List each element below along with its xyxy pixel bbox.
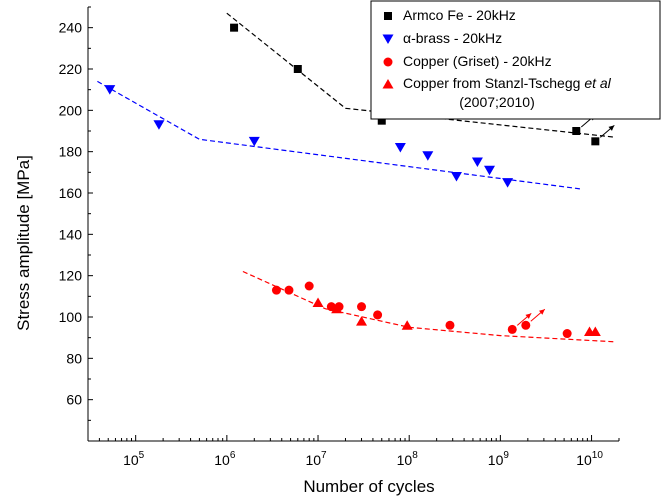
runout-arrowhead	[538, 309, 545, 315]
y-tick-label: 180	[59, 144, 83, 160]
data-point	[230, 23, 239, 32]
x-tick-label: 107	[305, 450, 327, 468]
legend-item: α-brass - 20kHz	[382, 30, 502, 46]
series-1	[97, 80, 581, 190]
y-tick-label: 200	[59, 102, 83, 118]
data-point	[357, 302, 367, 312]
data-point	[562, 329, 572, 339]
trend-line	[226, 12, 615, 138]
series-2	[271, 281, 572, 339]
data-point	[373, 310, 383, 320]
legend-item: Copper (Griset) - 20kHz	[383, 53, 552, 69]
legend-item: Armco Fe - 20kHz	[384, 7, 516, 23]
y-tick-label: 60	[66, 392, 82, 408]
data-point	[271, 285, 281, 295]
data-point	[326, 302, 336, 312]
data-point	[153, 120, 165, 130]
y-tick-label: 140	[59, 226, 83, 242]
data-point	[248, 136, 260, 147]
x-tick-label: 108	[397, 450, 419, 468]
data-point	[445, 320, 455, 330]
legend-label: (2007;2010)	[459, 94, 535, 110]
data-point	[572, 127, 581, 135]
legend-label: Armco Fe - 20kHz	[403, 7, 516, 23]
y-tick-label: 100	[59, 309, 83, 325]
legend-marker	[383, 57, 393, 67]
legend-item: Copper from Stanzl-Tschegg et al	[382, 75, 612, 91]
legend-marker	[384, 12, 392, 20]
data-point	[484, 165, 496, 176]
legend-label: α-brass - 20kHz	[403, 30, 502, 46]
legend-marker	[382, 79, 394, 89]
x-tick-label: 106	[214, 450, 236, 468]
legend-label: Copper (Griset) - 20kHz	[403, 53, 552, 69]
data-point	[471, 157, 483, 167]
x-tick-label: 1010	[576, 450, 603, 468]
y-tick-label: 80	[66, 350, 82, 366]
data-point	[507, 324, 517, 334]
x-tick-label: 109	[488, 450, 510, 468]
data-point	[521, 320, 531, 330]
legend-marker	[382, 34, 394, 44]
legend-box	[370, 0, 661, 120]
legend-item: (2007;2010)	[459, 94, 535, 110]
legend: Armco Fe - 20kHz α-brass - 20kHz Copper (G…	[370, 0, 661, 120]
data-point	[401, 320, 413, 330]
data-point	[422, 151, 434, 161]
data-point	[293, 65, 302, 73]
x-tick-label: 105	[123, 450, 145, 468]
axes: 60 80 100 120 140 160 180 200 220 240 105 106 107 108…	[59, 6, 620, 468]
data-point	[312, 297, 324, 308]
data-point	[591, 137, 600, 146]
data-point	[502, 178, 514, 188]
data-point	[450, 171, 462, 182]
y-tick-label: 220	[59, 61, 83, 77]
y-tick-label: 120	[59, 268, 83, 284]
data-point	[304, 281, 314, 291]
data-point	[356, 316, 368, 326]
runout-arrowhead	[608, 125, 615, 131]
data-point	[331, 303, 343, 314]
y-tick-label: 240	[59, 20, 83, 36]
data-point	[377, 116, 386, 125]
y-axis-label: Stress amplitude [MPa]	[14, 155, 33, 331]
x-axis-label: Number of cycles	[303, 477, 434, 496]
series-3	[242, 270, 615, 343]
data-point	[284, 285, 294, 295]
y-tick-label: 160	[59, 185, 83, 201]
runout-arrowhead	[525, 313, 532, 319]
data-point	[104, 85, 116, 95]
data-point	[589, 326, 601, 336]
legend-label: Copper from Stanzl-Tschegg et al	[403, 75, 612, 91]
data-point	[394, 143, 406, 153]
